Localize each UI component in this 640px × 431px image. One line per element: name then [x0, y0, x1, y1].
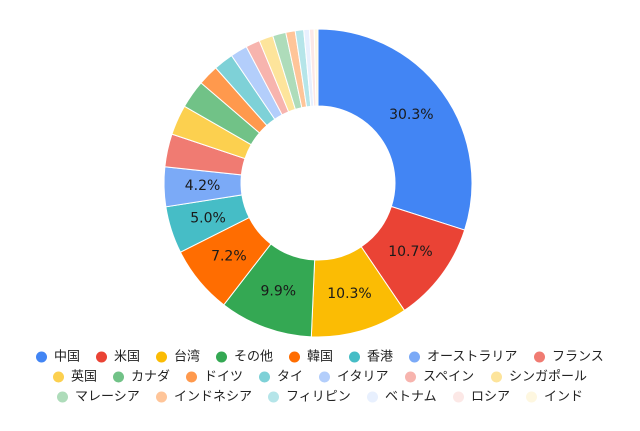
legend-marker-20 [526, 391, 537, 403]
slice-labels: 30.3% 10.7% 10.3% 9.9% 7.2% 5.0% 4.2% [185, 107, 434, 302]
legend-item-11[interactable]: タイ [259, 370, 303, 385]
legend-item-18[interactable]: ベトナム [367, 390, 437, 405]
legend-marker-3 [216, 351, 227, 363]
legend-label-2: 台湾 [174, 349, 200, 365]
legend-item-15[interactable]: マレーシア [57, 390, 140, 405]
legend-item-7[interactable]: フランス [534, 350, 604, 365]
slice-label-3: 9.9% [261, 283, 297, 299]
legend-marker-6 [409, 351, 420, 363]
legend-marker-18 [367, 391, 378, 403]
legend-label-17: フィリピン [286, 390, 351, 405]
legend-item-17[interactable]: フィリピン [268, 390, 351, 405]
legend-label-5: 香港 [367, 350, 393, 365]
legend-label-18: ベトナム [385, 390, 437, 405]
legend-label-9: カナダ [131, 370, 170, 385]
slice-20[interactable] [313, 28, 319, 107]
legend-item-0[interactable]: 中国 [36, 350, 80, 365]
slice-label-5: 5.0% [190, 210, 226, 226]
legend-marker-14 [491, 371, 502, 383]
slice-label-1: 10.7% [388, 244, 432, 260]
legend-label-14: シンガポール [509, 370, 587, 385]
legend-marker-5 [349, 351, 360, 363]
legend-marker-1 [96, 351, 107, 363]
legend-item-12[interactable]: イタリア [319, 370, 388, 385]
legend-label-20: インド [544, 390, 583, 405]
legend-label-0: 中国 [54, 350, 80, 365]
legend-label-16: インドネシア [174, 390, 252, 405]
legend-marker-11 [259, 371, 270, 383]
legend-marker-9 [113, 371, 124, 383]
slice-label-2: 10.3% [327, 286, 371, 302]
legend-label-12: イタリア [337, 370, 388, 385]
legend-item-1[interactable]: 米国 [96, 350, 140, 365]
legend-item-3[interactable]: その他 [216, 350, 273, 365]
legend-marker-19 [453, 391, 464, 403]
slice-label-6: 4.2% [185, 178, 221, 194]
legend-marker-8 [53, 371, 64, 383]
legend-item-8[interactable]: 英国 [53, 370, 97, 385]
legend-label-10: ドイツ [204, 370, 243, 385]
legend-marker-7 [534, 351, 545, 363]
legend-label-8: 英国 [71, 370, 97, 385]
legend-marker-16 [156, 391, 167, 403]
legend-label-7: フランス [552, 350, 604, 365]
legend-item-19[interactable]: ロシア [453, 390, 510, 405]
slice-0[interactable] [317, 28, 473, 231]
legend-label-4: 韓国 [307, 350, 333, 365]
legend-item-20[interactable]: インド [526, 390, 583, 405]
legend-label-1: 米国 [114, 350, 140, 365]
legend-item-14[interactable]: シンガポール [491, 370, 587, 385]
legend-marker-12 [319, 371, 330, 383]
legend-item-10[interactable]: ドイツ [186, 370, 243, 385]
legend-item-16[interactable]: インドネシア [156, 390, 252, 405]
legend-item-6[interactable]: オーストラリア [409, 350, 517, 365]
legend-label-11: タイ [277, 370, 303, 385]
legend-marker-13 [405, 371, 416, 383]
slice-label-4: 7.2% [211, 248, 247, 264]
legend-item-9[interactable]: カナダ [113, 370, 170, 385]
legend-marker-17 [268, 391, 279, 403]
legend-marker-4 [289, 351, 300, 363]
legend-label-3: その他 [234, 350, 273, 365]
donut-slices [163, 28, 473, 338]
legend-item-5[interactable]: 香港 [349, 350, 393, 365]
slice-label-0: 30.3% [389, 107, 433, 123]
legend-label-13: スペイン [423, 370, 474, 385]
legend-item-2[interactable]: 台湾 [156, 349, 200, 365]
legend-marker-15 [57, 391, 68, 403]
legend-label-6: オーストラリア [427, 350, 517, 365]
legend-item-4[interactable]: 韓国 [289, 350, 333, 365]
legend-item-13[interactable]: スペイン [405, 370, 474, 385]
legend-marker-10 [186, 371, 197, 383]
legend-marker-0 [36, 351, 47, 363]
legend-label-15: マレーシア [75, 390, 140, 405]
legend-marker-2 [156, 351, 167, 363]
legend-label-19: ロシア [471, 390, 510, 405]
